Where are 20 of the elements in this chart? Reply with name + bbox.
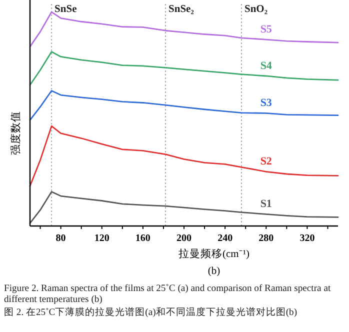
- text: (b): [208, 266, 221, 277]
- x-tick-label: 80: [56, 233, 66, 244]
- x-tick-label: 160: [135, 233, 150, 244]
- x-tick-label: 320: [300, 233, 315, 244]
- ref-line-label: SnSe₂: [168, 4, 194, 15]
- series-label: S5: [260, 24, 272, 36]
- caption: 图 2. 在25˚C下薄膜的拉曼光谱图(a)和不同温度下拉曼光谱对比图(b): [4, 307, 298, 318]
- y-axis-title: 强度数值: [9, 111, 22, 155]
- x-tick-label: 120: [94, 233, 110, 244]
- x-axis-title: 拉曼频移(cm⁻¹): [178, 248, 250, 260]
- x-tick-label: 240: [218, 233, 233, 244]
- series-label: S3: [260, 97, 272, 110]
- series-label: S4: [260, 60, 272, 72]
- caption: Figure 2. Raman spectra of the films at 25˚C (a) and comparison of Raman spectra at different temperatures (b): [4, 283, 332, 305]
- ref-line-label: SnO₂: [244, 4, 268, 15]
- ref-line-label: SnSe: [54, 4, 78, 15]
- x-tick-label: 280: [258, 233, 274, 244]
- series-label: S2: [260, 156, 272, 168]
- x-tick-label: 200: [176, 233, 192, 244]
- series-label: S1: [260, 198, 272, 210]
